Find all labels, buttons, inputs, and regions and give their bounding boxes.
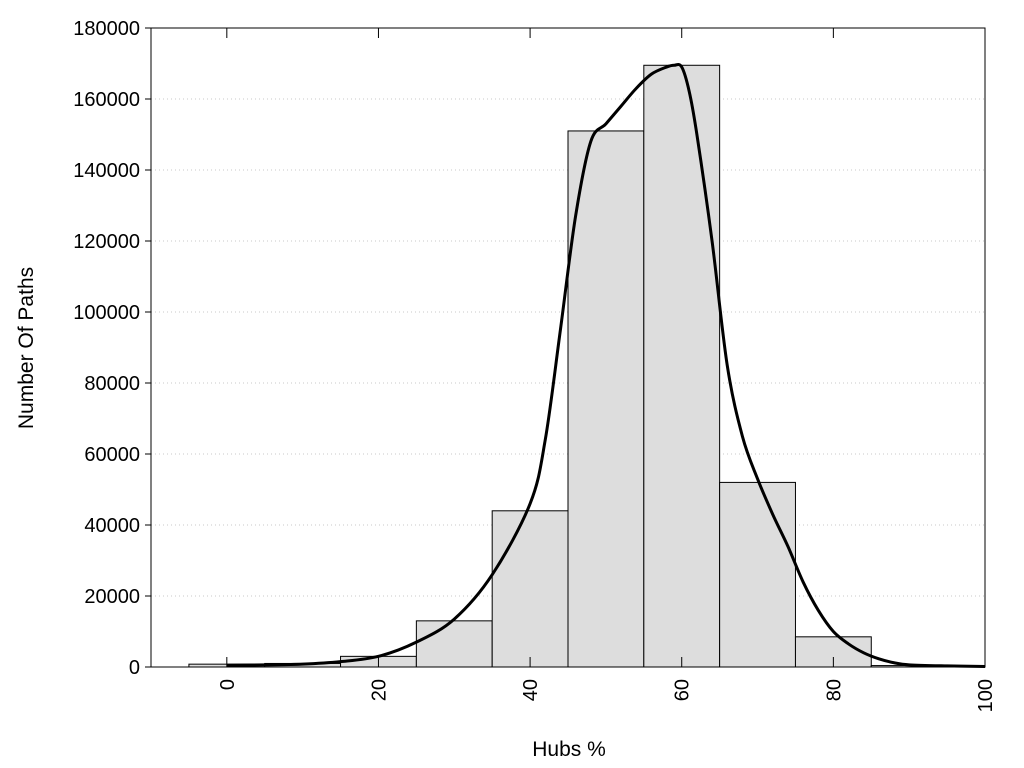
histogram-bar — [567, 130, 645, 668]
y-tick-label: 60000 — [84, 444, 140, 466]
y-tick-label: 120000 — [73, 231, 140, 253]
x-tick-label: 40 — [520, 679, 542, 701]
axis-ticks: 0 20000 40000 60000 80000 100000 120000 140000 1… — [73, 18, 997, 712]
y-tick-label: 180000 — [73, 18, 140, 40]
x-tick-label: 0 — [217, 679, 239, 690]
y-tick-label: 20000 — [84, 586, 140, 608]
histogram-bars — [188, 64, 948, 668]
y-tick-label: 160000 — [73, 89, 140, 111]
y-tick-label: 0 — [129, 657, 140, 679]
y-tick-label: 40000 — [84, 515, 140, 537]
y-tick-label: 100000 — [73, 302, 140, 324]
histogram-bar — [719, 481, 796, 668]
x-tick-label: 20 — [368, 679, 390, 701]
plot-frame — [150, 27, 986, 668]
histogram-bar — [415, 620, 493, 668]
x-tick-label: 80 — [823, 679, 845, 701]
density-curve — [226, 62, 986, 668]
y-axis-title: Number Of Paths — [15, 267, 38, 429]
x-tick-label: 100 — [975, 679, 997, 712]
histogram-bar — [643, 64, 721, 668]
y-tick-label: 80000 — [84, 373, 140, 395]
density-curve-line — [226, 62, 986, 668]
x-axis-title: Hubs % — [532, 738, 606, 761]
histogram-bar — [491, 510, 569, 668]
x-tick-label: 60 — [672, 679, 694, 701]
y-tick-label: 140000 — [73, 160, 140, 182]
